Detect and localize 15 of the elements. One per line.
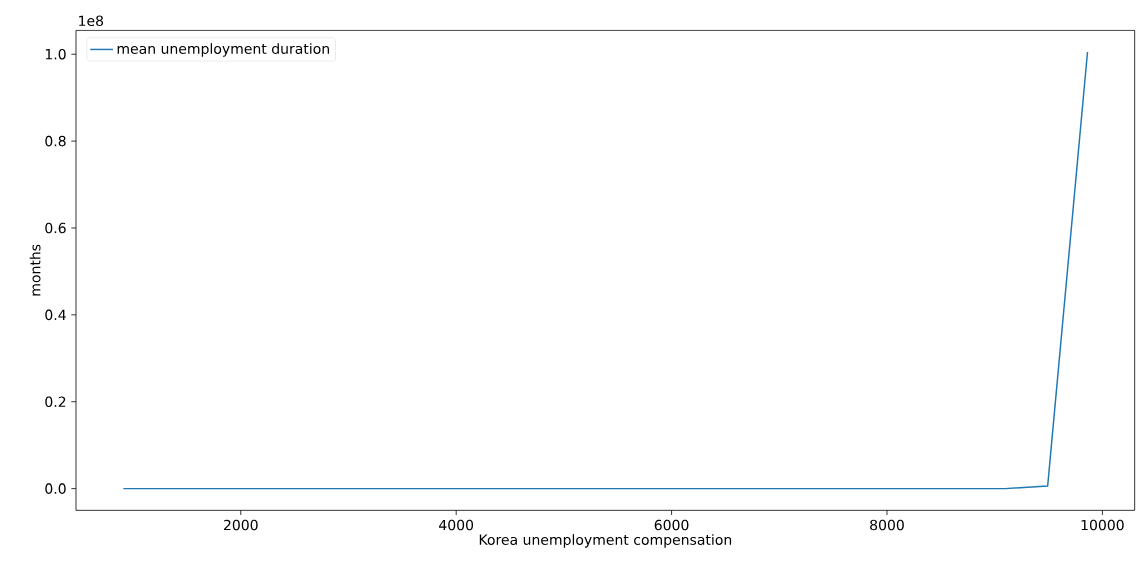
text: 1e8 — [79, 15, 104, 27]
x-tick-label: 8000 — [870, 519, 904, 531]
x-tick-label: 10000 — [1081, 519, 1124, 531]
x-axis-title: Korea unemployment compensation — [479, 534, 732, 548]
y-tick-label: 1.0 — [45, 48, 66, 60]
y-tick-label: 0.6 — [45, 222, 66, 234]
y-tick-label: 0.8 — [45, 135, 66, 147]
y-tick-label: 0.4 — [45, 309, 66, 321]
legend-label: mean unemployment duration — [117, 43, 329, 57]
x-tick-label: 4000 — [439, 519, 474, 531]
x-tick-label: 2000 — [223, 519, 258, 531]
y-axis-title: months — [29, 244, 41, 296]
x-tick-label: 6000 — [654, 519, 689, 531]
y-tick-label: 0.0 — [45, 483, 66, 494]
y-tick-label: 0.2 — [45, 396, 66, 408]
